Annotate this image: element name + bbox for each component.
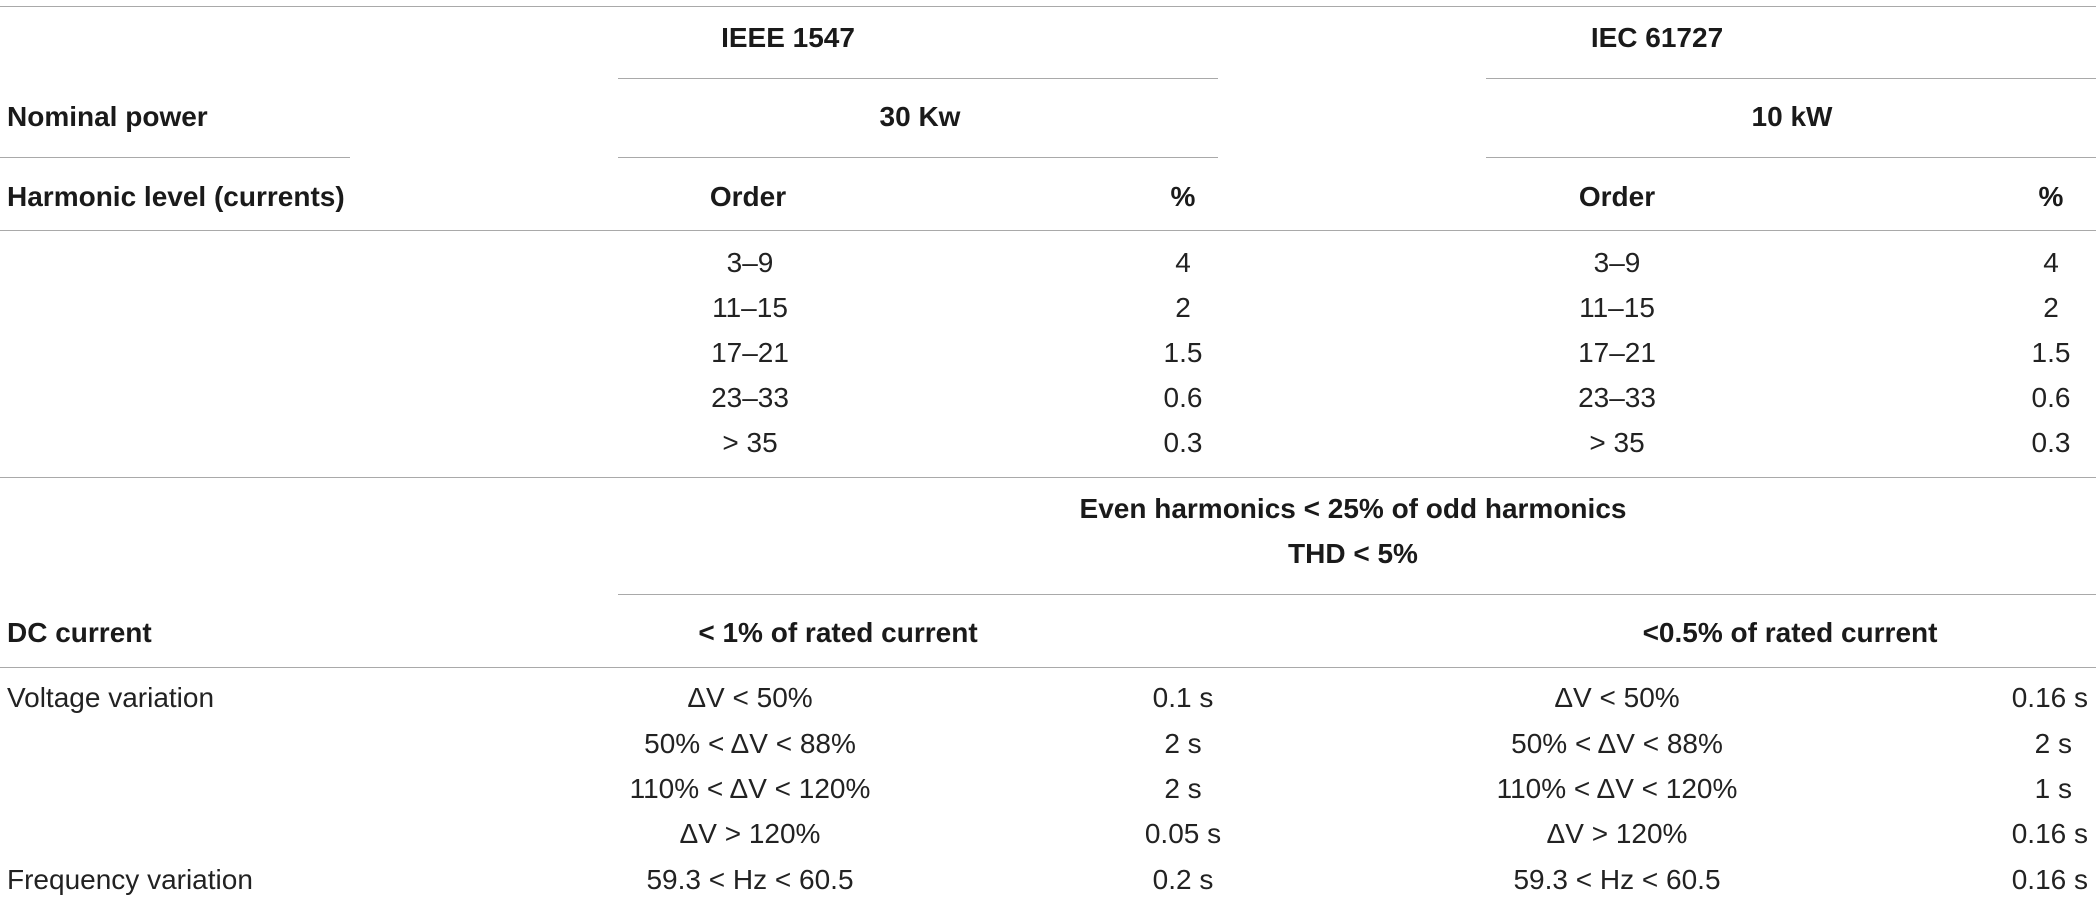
ieee-dc-current: < 1% of rated current — [698, 617, 978, 648]
iec-standard-underline — [1486, 78, 2096, 79]
ieee-voltage-condition: ΔV < 50% — [687, 682, 813, 713]
ieee-voltage-condition: ΔV > 120% — [679, 818, 821, 849]
iec-nominal-power: 10 kW — [1751, 101, 1833, 132]
ieee-power-underline — [618, 157, 1218, 158]
iec-harmonic-order: 23–33 — [1578, 382, 1656, 413]
iec-voltage-condition: 110% < ΔV < 120% — [1496, 773, 1738, 804]
ieee-voltage-time: 2 s — [1164, 773, 1202, 804]
ieee-harmonic-order: 11–15 — [712, 292, 788, 323]
ieee-harmonic-percent: 2 — [1175, 292, 1191, 323]
ieee-harmonic-percent: 1.5 — [1163, 337, 1203, 368]
thd-note: THD < 5% — [1288, 538, 1418, 569]
standard-ieee-heading: IEEE 1547 — [721, 22, 855, 53]
iec-order-header: Order — [1578, 181, 1656, 212]
harmonic-level-label: Harmonic level (currents) — [7, 181, 345, 212]
iec-harmonic-percent: 1.5 — [2031, 337, 2071, 368]
thd-underline — [618, 594, 2096, 595]
ieee-voltage-time: 0.05 s — [1144, 818, 1222, 849]
iec-harmonic-percent: 0.6 — [2031, 382, 2071, 413]
ieee-voltage-time: 2 s — [1164, 728, 1202, 759]
ieee-voltage-time: 0.1 s — [1152, 682, 1214, 713]
table-top-rule — [0, 6, 2096, 7]
ieee-harmonic-order: 23–33 — [711, 382, 789, 413]
ieee-harmonic-order: > 35 — [722, 427, 778, 458]
iec-harmonic-percent: 4 — [2043, 247, 2059, 278]
iec-harmonic-order: > 35 — [1589, 427, 1645, 458]
iec-voltage-time: 1 s — [2034, 773, 2072, 804]
iec-harmonic-percent: 2 — [2043, 292, 2059, 323]
ieee-voltage-condition: 50% < ΔV < 88% — [644, 728, 856, 759]
standard-iec-heading: IEC 61727 — [1590, 22, 1724, 53]
ieee-harmonic-percent: 0.3 — [1163, 427, 1203, 458]
ieee-harmonic-percent: 4 — [1175, 247, 1191, 278]
ieee-nominal-power: 30 Kw — [879, 101, 961, 132]
nominal-power-underline — [0, 157, 350, 158]
header-bottom-rule — [0, 230, 2096, 231]
iec-frequency-time: 0.16 s — [2011, 864, 2088, 895]
iec-voltage-time: 2 s — [2034, 728, 2072, 759]
iec-harmonic-order: 11–15 — [1579, 292, 1655, 323]
voltage-variation-label: Voltage variation — [7, 682, 215, 713]
iec-voltage-time: 0.16 s — [2011, 818, 2088, 849]
ieee-harmonic-order: 3–9 — [726, 247, 774, 278]
iec-voltage-condition: ΔV > 120% — [1546, 818, 1688, 849]
ieee-frequency-time: 0.2 s — [1152, 864, 1214, 895]
ieee-frequency-condition: 59.3 < Hz < 60.5 — [646, 864, 854, 895]
harmonics-bottom-rule — [0, 477, 2096, 478]
iec-voltage-condition: ΔV < 50% — [1554, 682, 1680, 713]
iec-percent-header: % — [2038, 181, 2064, 212]
iec-dc-current: <0.5% of rated current — [1642, 617, 1938, 648]
iec-harmonic-percent: 0.3 — [2031, 427, 2071, 458]
ieee-harmonic-percent: 0.6 — [1163, 382, 1203, 413]
iec-voltage-condition: 50% < ΔV < 88% — [1511, 728, 1723, 759]
iec-voltage-time: 0.16 s — [2011, 682, 2088, 713]
iec-harmonic-order: 17–21 — [1578, 337, 1656, 368]
iec-harmonic-order: 3–9 — [1593, 247, 1641, 278]
ieee-voltage-condition: 110% < ΔV < 120% — [629, 773, 871, 804]
even-harmonics-note: Even harmonics < 25% of odd harmonics — [1079, 493, 1627, 524]
ieee-standard-underline — [618, 78, 1218, 79]
ieee-order-header: Order — [709, 181, 787, 212]
iec-frequency-condition: 59.3 < Hz < 60.5 — [1513, 864, 1721, 895]
ieee-harmonic-order: 17–21 — [711, 337, 789, 368]
dc-current-label: DC current — [7, 617, 152, 648]
iec-power-underline — [1486, 157, 2096, 158]
nominal-power-label: Nominal power — [7, 101, 208, 132]
dc-bottom-rule — [0, 667, 2096, 668]
ieee-percent-header: % — [1170, 181, 1196, 212]
frequency-variation-label: Frequency variation — [7, 864, 253, 895]
